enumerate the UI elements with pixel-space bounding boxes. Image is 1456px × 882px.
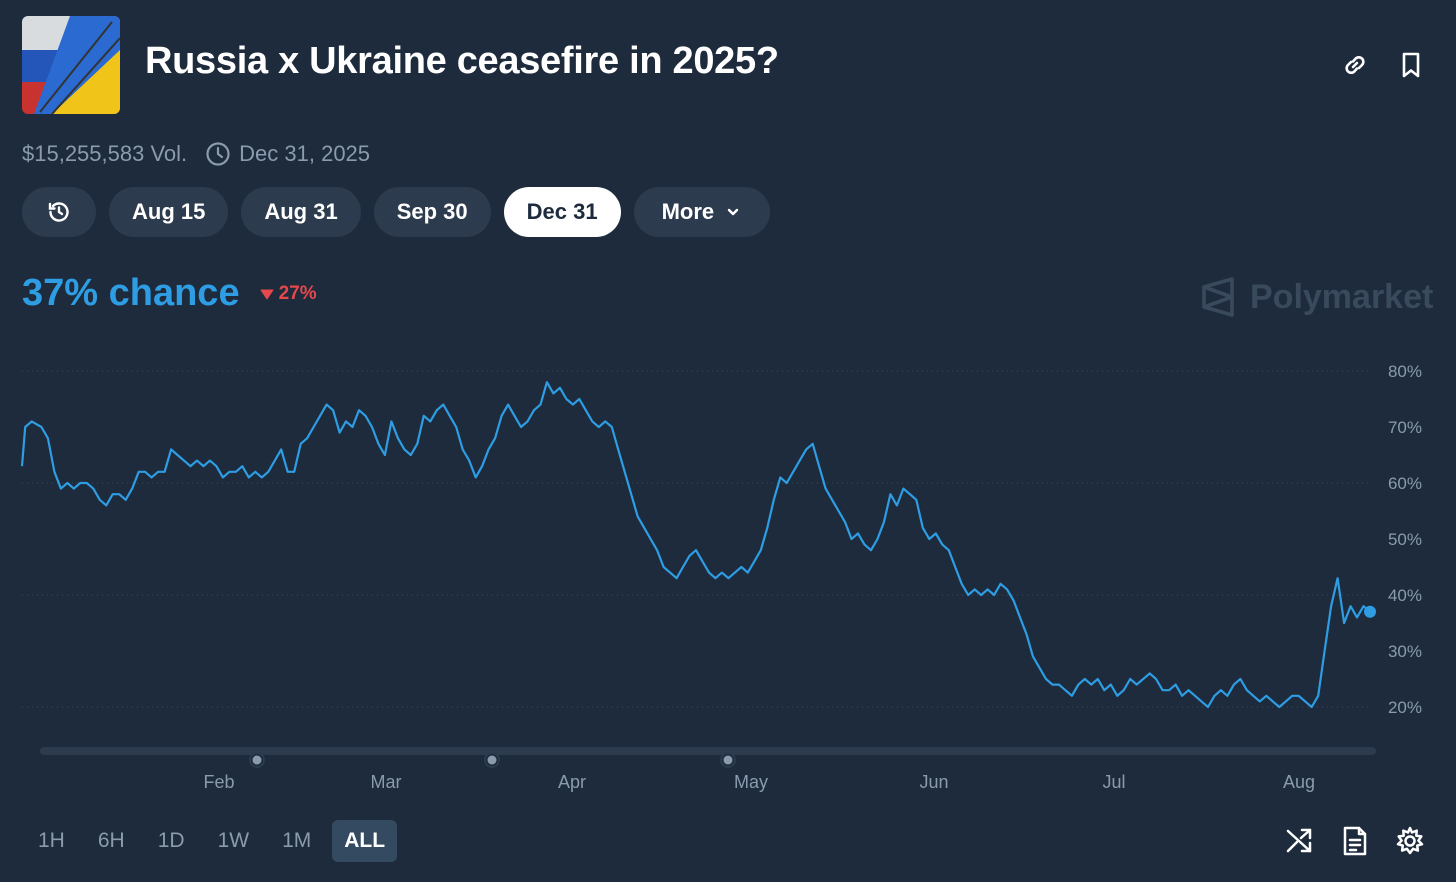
more-label: More (661, 199, 715, 224)
scrubber-marker-dot (252, 755, 262, 765)
gear-icon[interactable] (1395, 825, 1425, 857)
end-date-text: Dec 31, 2025 (239, 141, 371, 166)
price-chart: 20% 30% 40% 50% 60% 70% 80% Feb Mar Apr May Jun Jul… (20, 362, 1422, 792)
y-tick-label: 70% (1388, 418, 1422, 437)
y-tick-label: 20% (1388, 698, 1422, 717)
polymarket-logo-icon (1202, 277, 1234, 317)
delta-value: 27% (278, 282, 317, 304)
x-tick-label: Apr (558, 772, 586, 792)
scrubber-marker-dot (723, 755, 733, 765)
range-1w[interactable]: 1W (217, 829, 250, 852)
tab-history[interactable] (22, 187, 96, 237)
x-tick-label: Aug (1283, 772, 1315, 792)
range-1m[interactable]: 1M (282, 829, 312, 852)
range-6h[interactable]: 6H (97, 829, 125, 852)
link-icon[interactable] (1340, 50, 1370, 80)
polymarket-watermark: Polymarket (1200, 276, 1433, 318)
shuffle-icon[interactable] (1285, 825, 1315, 857)
price-series (20, 381, 1376, 709)
document-icon[interactable] (1340, 825, 1370, 857)
range-all[interactable]: ALL (332, 820, 398, 862)
range-selector: 1H 6H 1D 1W 1M ALL (26, 820, 398, 862)
brand-name: Polymarket (1250, 277, 1434, 316)
price-line (20, 381, 1371, 709)
volume-text: $15,255,583 Vol. (22, 141, 188, 166)
tab-dec-31[interactable]: Dec 31 (503, 187, 621, 237)
scrubber-track[interactable] (40, 747, 1376, 755)
tab-aug-31[interactable]: Aug 31 (241, 187, 361, 237)
time-scrubber[interactable] (40, 747, 1376, 768)
tab-more[interactable]: More (633, 187, 771, 237)
market-meta: $15,255,583 Vol. Dec 31, 2025 (22, 138, 370, 170)
x-tick-label: Jun (919, 772, 948, 792)
history-icon (48, 202, 69, 222)
chance-delta: 27% (260, 283, 317, 305)
market-thumbnail (22, 16, 120, 114)
chance-value: 37% chance (22, 272, 240, 314)
date-tabs: Aug 15 Aug 31 Sep 30 Dec 31 More (22, 187, 771, 237)
grid-lines (22, 370, 1368, 708)
y-tick-label: 30% (1388, 642, 1422, 661)
clock-icon (206, 142, 230, 166)
y-tick-label: 60% (1388, 474, 1422, 493)
bookmark-icon[interactable] (1396, 50, 1426, 80)
range-1d[interactable]: 1D (157, 829, 185, 852)
tab-aug-15[interactable]: Aug 15 (109, 187, 229, 237)
y-axis-labels: 20% 30% 40% 50% 60% 70% 80% (1388, 362, 1422, 717)
chevron-down-icon (727, 208, 739, 216)
y-tick-label: 80% (1388, 362, 1422, 381)
y-tick-label: 50% (1388, 530, 1422, 549)
y-tick-label: 40% (1388, 586, 1422, 605)
current-point (1364, 605, 1376, 618)
tab-sep-30[interactable]: Sep 30 (373, 187, 491, 237)
x-tick-label: Mar (371, 772, 402, 792)
market-title: Russia x Ukraine ceasefire in 2025? (145, 40, 779, 82)
range-1h[interactable]: 1H (38, 829, 65, 852)
down-triangle-icon (260, 289, 274, 299)
scrubber-marker-dot (487, 755, 497, 765)
x-tick-label: May (734, 772, 768, 792)
x-axis-labels: Feb Mar Apr May Jun Jul Aug (203, 772, 1315, 792)
chance-summary: 37% chance 27% (22, 272, 317, 315)
x-tick-label: Jul (1102, 772, 1125, 792)
x-tick-label: Feb (203, 772, 234, 792)
